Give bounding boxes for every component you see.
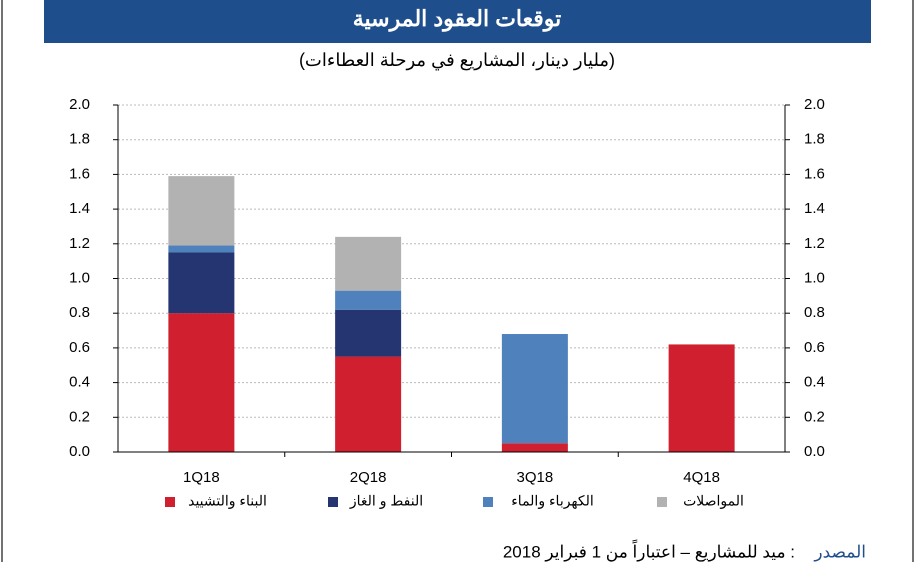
bar-segment: [168, 245, 235, 253]
legend-swatch: [657, 497, 667, 507]
y-tick-label: 2.0: [69, 96, 90, 113]
legend-label: النفط و الغاز: [349, 493, 423, 510]
y-tick-label: 0.6: [69, 339, 90, 356]
legend-label: المواصلات: [683, 493, 744, 510]
x-tick-label: 1Q18: [183, 469, 220, 486]
x-tick-label: 2Q18: [350, 469, 387, 486]
y2-tick-label: 0.0: [804, 443, 825, 460]
bar-segment: [668, 344, 735, 452]
x-tick-label: 4Q18: [683, 469, 720, 486]
title-band: [44, 0, 871, 43]
legend-swatch: [165, 497, 175, 507]
bar-segment: [335, 290, 402, 310]
y-tick-label: 0.4: [69, 374, 90, 391]
bar-segment: [335, 356, 402, 452]
y2-tick-label: 1.0: [804, 269, 825, 286]
y2-tick-label: 0.8: [804, 304, 825, 321]
y2-tick-label: 0.2: [804, 408, 825, 425]
bar-segment: [501, 443, 568, 452]
y-tick-label: 0.2: [69, 408, 90, 425]
y-tick-label: 0.8: [69, 304, 90, 321]
y2-tick-label: 1.6: [804, 165, 825, 182]
legend-label: البناء والتشييد: [188, 493, 267, 510]
y2-tick-label: 1.8: [804, 131, 825, 148]
y-tick-label: 0.0: [69, 443, 90, 460]
chart-subtitle: (مليار دينار، المشاريع في مرحلة العطاءات…: [299, 50, 615, 71]
y2-tick-label: 2.0: [804, 96, 825, 113]
y2-tick-label: 1.2: [804, 235, 825, 252]
bar-segment: [501, 334, 568, 444]
x-tick-label: 3Q18: [517, 469, 554, 486]
y2-tick-label: 0.6: [804, 339, 825, 356]
legend-swatch: [328, 497, 338, 507]
chart-title: توقعات العقود المرسية: [353, 6, 562, 32]
bar-segment: [335, 309, 402, 357]
legend-label: الكهرباء والماء: [511, 493, 594, 510]
y-tick-label: 1.4: [69, 200, 90, 217]
bar-segment: [335, 236, 402, 291]
y-tick-label: 1.6: [69, 165, 90, 182]
legend-swatch: [483, 497, 493, 507]
bar-segment: [168, 313, 235, 452]
bar-segment: [168, 176, 235, 246]
y-tick-label: 1.0: [69, 269, 90, 286]
source-label: المصدر: [813, 542, 866, 562]
source-text: : ميد للمشاريع – اعتباراً من 1 فبراير 20…: [503, 539, 795, 562]
y2-tick-label: 1.4: [804, 200, 825, 217]
y2-tick-label: 0.4: [804, 374, 825, 391]
y-tick-label: 1.8: [69, 131, 90, 148]
bar-segment: [168, 252, 235, 314]
y-tick-label: 1.2: [69, 235, 90, 252]
